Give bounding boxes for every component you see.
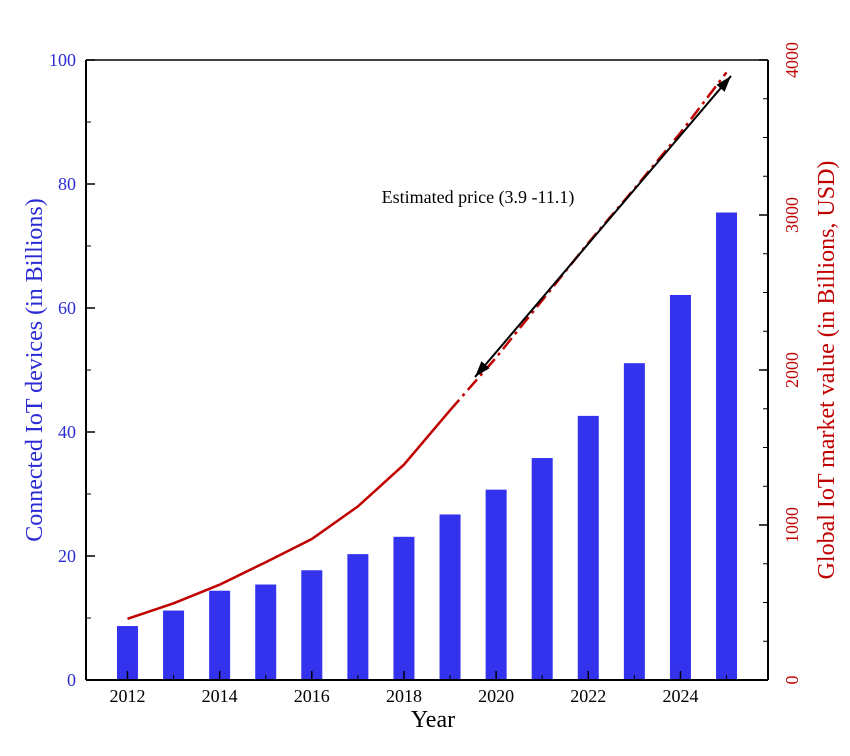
bar-2015	[255, 584, 277, 680]
bar-2025	[716, 212, 738, 680]
y-axis-right-label: Global IoT market value (in Billions, US…	[814, 161, 840, 580]
y-right-tick-label-2000: 2000	[782, 352, 802, 388]
x-tick-label-2018: 2018	[386, 686, 422, 706]
x-tick-label-2014: 2014	[202, 686, 238, 706]
annotation-label: Estimated price (3.9 -11.1)	[382, 187, 575, 208]
y-left-tick-label-20: 20	[58, 546, 76, 566]
x-axis-label: Year	[411, 707, 455, 733]
y-right-tick-label-0: 0	[782, 676, 802, 685]
y-left-tick-label-60: 60	[58, 298, 76, 318]
market-value-line	[127, 409, 451, 620]
bar-2023	[623, 363, 645, 680]
y-left-tick-label-100: 100	[49, 50, 76, 70]
arrow-head-upper	[716, 76, 731, 92]
y-right-tick-label-3000: 3000	[782, 197, 802, 233]
y-left-tick-label-40: 40	[58, 422, 76, 442]
bars-layer	[116, 212, 738, 680]
x-tick-label-2016: 2016	[294, 686, 330, 706]
x-tick-label-2020: 2020	[478, 686, 514, 706]
bar-2021	[531, 458, 553, 680]
lines-layer	[127, 71, 732, 620]
bar-2022	[577, 415, 599, 680]
y-left-tick-label-80: 80	[58, 174, 76, 194]
bar-2020	[485, 489, 507, 680]
x-tick-label-2024: 2024	[662, 686, 698, 706]
y-axis-left-label: Connected IoT devices (in Billions)	[22, 198, 48, 542]
bar-2014	[209, 590, 231, 680]
y-left-tick-label-0: 0	[67, 670, 76, 690]
estimate-arrow-shaft	[474, 75, 732, 378]
bar-2019	[439, 514, 461, 680]
arrow-head-lower	[475, 361, 490, 377]
bar-2016	[301, 570, 323, 680]
bar-2024	[669, 294, 691, 680]
y-right-tick-label-1000: 1000	[782, 507, 802, 543]
bar-2013	[163, 610, 185, 680]
x-tick-label-2012: 2012	[109, 686, 145, 706]
bar-2017	[347, 554, 369, 680]
x-tick-label-2022: 2022	[570, 686, 606, 706]
bar-2018	[393, 536, 415, 680]
y-right-tick-label-4000: 4000	[782, 42, 802, 78]
bar-2012	[116, 626, 138, 680]
